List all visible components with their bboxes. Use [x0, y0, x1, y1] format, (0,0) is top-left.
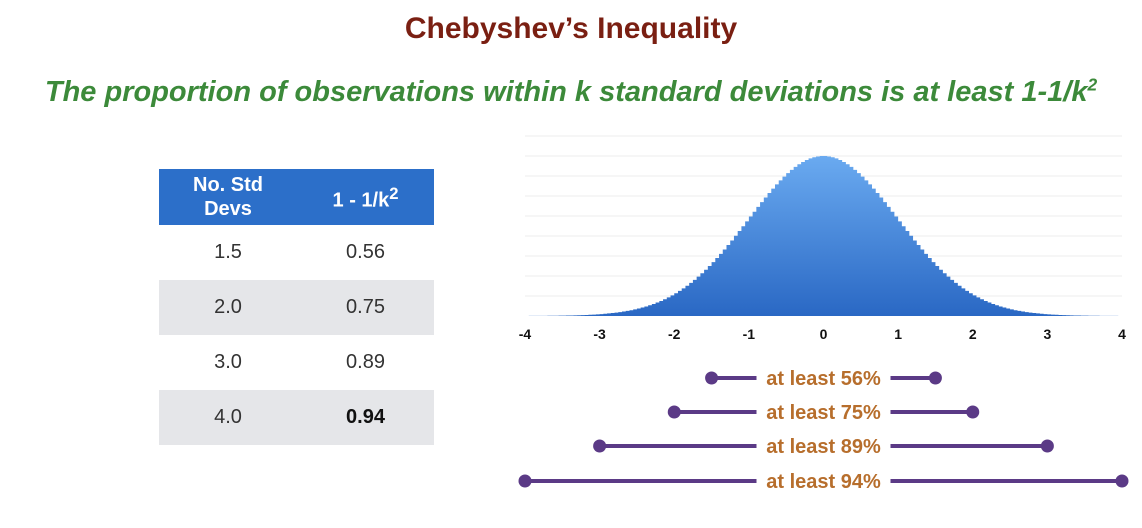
normal-distribution-chart: -4 -3 -2 -1 0 1 2 3 4 at least 56%at least 75%at…	[518, 135, 1129, 493]
x-tick-label: 4	[1118, 326, 1126, 342]
cell-k: 2.0	[159, 280, 297, 335]
interval-endpoint-high	[966, 405, 980, 419]
cell-proportion: 0.56	[346, 241, 385, 263]
subtitle: The proportion of observations within k …	[0, 76, 1142, 109]
cell-proportion: 0.75	[297, 280, 434, 335]
x-tick-label: 0	[820, 326, 828, 342]
interval-endpoint-high	[1115, 474, 1129, 488]
x-tick-label: 3	[1043, 326, 1051, 342]
interval-bars: at least 56% at least 75% at least 89% at l…	[518, 368, 1129, 493]
table-row: 1.5 0.56	[159, 225, 434, 280]
interval-endpoint-high	[1040, 439, 1054, 453]
cell-k: 4.0	[159, 390, 297, 445]
x-tick-label: -1	[743, 326, 756, 342]
interval-endpoint-low	[593, 439, 607, 453]
interval-label: at least 56%	[766, 368, 881, 390]
table-row: 4.0 0.94	[159, 390, 434, 445]
bell-curve-area	[525, 156, 1122, 316]
x-tick-label: 2	[969, 326, 977, 342]
table-row: 3.0 0.89	[159, 335, 434, 390]
table-header-row: No. Std Devs 1 - 1/k2	[159, 169, 434, 225]
cell-proportion: 0.94	[297, 390, 434, 445]
cell-proportion: 0.89	[346, 351, 385, 373]
interval-label: at least 75%	[766, 402, 881, 424]
x-tick-label: -2	[668, 326, 681, 342]
x-tick-label: -4	[519, 326, 532, 342]
interval-endpoint-high	[928, 371, 942, 385]
x-axis-tick-labels: -4 -3 -2 -1 0 1 2 3 4	[519, 326, 1126, 342]
cell-k: 1.5	[214, 241, 242, 263]
interval-label: at least 94%	[766, 471, 881, 493]
cell-k: 3.0	[214, 351, 242, 373]
table-row: 2.0 0.75	[159, 280, 434, 335]
chebyshev-table: No. Std Devs 1 - 1/k2 1.5 0.56 2.0 0.75 …	[159, 169, 434, 445]
page-title: Chebyshev’s Inequality	[404, 12, 738, 45]
subtitle-superscript: 2	[1087, 74, 1098, 95]
interval-label: at least 89%	[766, 436, 881, 458]
interval-endpoint-low	[705, 371, 719, 385]
x-tick-label: -3	[593, 326, 606, 342]
interval-endpoint-low	[667, 405, 681, 419]
header-std-devs: No. Std Devs	[159, 169, 297, 225]
subtitle-text: The proportion of observations within k …	[44, 76, 1088, 108]
header-proportion: 1 - 1/k2	[297, 169, 434, 225]
x-tick-label: 1	[894, 326, 902, 342]
interval-endpoint-low	[518, 474, 532, 488]
